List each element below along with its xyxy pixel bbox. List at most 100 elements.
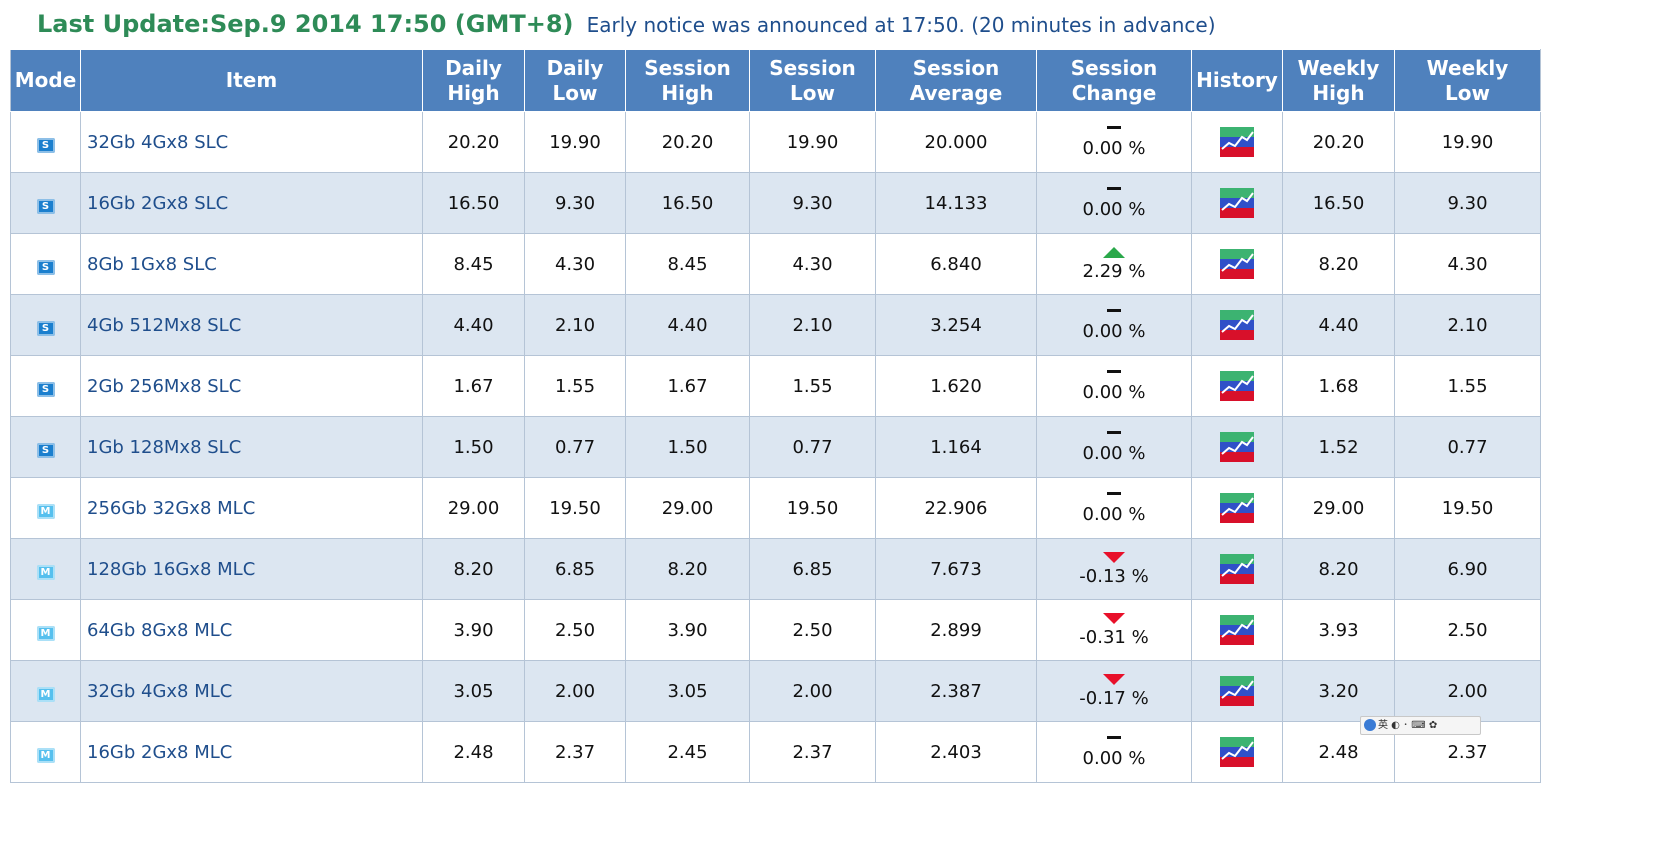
weekly-low-cell: 1.55	[1394, 355, 1541, 417]
daily-high-cell: 1.67	[422, 355, 525, 417]
history-chart-icon[interactable]	[1220, 554, 1254, 584]
daily-high-cell: 8.20	[422, 538, 525, 600]
daily-high-cell: 29.00	[422, 477, 525, 539]
session-change-value: 0.00 %	[1082, 198, 1146, 220]
weekly-high-cell: 8.20	[1282, 538, 1395, 600]
history-chart-icon[interactable]	[1220, 676, 1254, 706]
daily-high-cell: 3.05	[422, 660, 525, 722]
session-change-cell: 0.00 %	[1036, 294, 1192, 356]
mode-mlc-icon: M	[36, 564, 55, 580]
mode-slc-icon: S	[36, 198, 55, 214]
item-link[interactable]: 16Gb 2Gx8 SLC	[80, 172, 423, 234]
session-high-cell: 8.20	[625, 538, 750, 600]
session-change-value: 2.29 %	[1082, 260, 1146, 282]
table-row: S 1Gb 128Mx8 SLC 1.50 0.77 1.50 0.77 1.164 0.00…	[10, 416, 1541, 478]
session-average-cell: 14.133	[875, 172, 1037, 234]
history-cell	[1191, 172, 1283, 234]
arrow-up-icon	[1103, 246, 1125, 258]
history-chart-icon[interactable]	[1220, 493, 1254, 523]
history-cell	[1191, 355, 1283, 417]
session-change-value: 0.00 %	[1082, 747, 1146, 769]
history-chart-icon[interactable]	[1220, 371, 1254, 401]
history-chart-icon[interactable]	[1220, 737, 1254, 767]
session-average-cell: 20.000	[875, 111, 1037, 173]
item-link[interactable]: 32Gb 4Gx8 SLC	[80, 111, 423, 173]
session-change-cell: 0.00 %	[1036, 477, 1192, 539]
weekly-low-cell: 2.10	[1394, 294, 1541, 356]
history-cell	[1191, 111, 1283, 173]
arrow-down-icon	[1103, 551, 1125, 563]
session-change-cell: 2.29 %	[1036, 233, 1192, 295]
col-header-mode: Mode	[10, 49, 81, 112]
mode-cell: S	[10, 294, 81, 356]
arrow-down-icon	[1103, 612, 1125, 624]
session-low-cell: 6.85	[749, 538, 876, 600]
session-low-cell: 2.50	[749, 599, 876, 661]
item-link[interactable]: 256Gb 32Gx8 MLC	[80, 477, 423, 539]
item-link[interactable]: 2Gb 256Mx8 SLC	[80, 355, 423, 417]
session-change-cell: 0.00 %	[1036, 721, 1192, 783]
session-average-cell: 2.403	[875, 721, 1037, 783]
session-high-cell: 4.40	[625, 294, 750, 356]
history-chart-icon[interactable]	[1220, 127, 1254, 157]
item-link[interactable]: 1Gb 128Mx8 SLC	[80, 416, 423, 478]
mode-cell: M	[10, 660, 81, 722]
item-link[interactable]: 32Gb 4Gx8 MLC	[80, 660, 423, 722]
weekly-low-cell: 19.50	[1394, 477, 1541, 539]
item-link[interactable]: 4Gb 512Mx8 SLC	[80, 294, 423, 356]
history-chart-icon[interactable]	[1220, 249, 1254, 279]
no-change-icon	[1107, 369, 1121, 373]
item-link[interactable]: 16Gb 2Gx8 MLC	[80, 721, 423, 783]
col-header-history: History	[1191, 49, 1283, 112]
history-cell	[1191, 233, 1283, 295]
item-link[interactable]: 128Gb 16Gx8 MLC	[80, 538, 423, 600]
ime-toolbar[interactable]: 英 ◐ ･ ⌨ ✿	[1360, 716, 1481, 735]
item-link[interactable]: 8Gb 1Gx8 SLC	[80, 233, 423, 295]
weekly-low-cell: 4.30	[1394, 233, 1541, 295]
session-change-cell: -0.31 %	[1036, 599, 1192, 661]
session-average-cell: 3.254	[875, 294, 1037, 356]
price-table: Mode Item Daily High Daily Low Session High…	[10, 49, 1541, 783]
history-chart-icon[interactable]	[1220, 188, 1254, 218]
no-change-icon	[1107, 186, 1121, 190]
daily-high-cell: 2.48	[422, 721, 525, 783]
weekly-high-cell: 20.20	[1282, 111, 1395, 173]
table-row: M 128Gb 16Gx8 MLC 8.20 6.85 8.20 6.85 7.673 -0.…	[10, 538, 1541, 600]
ime-toolbar-label: 英 ◐ ･ ⌨ ✿	[1378, 720, 1438, 731]
mode-slc-icon: S	[36, 137, 55, 153]
weekly-low-cell: 6.90	[1394, 538, 1541, 600]
session-high-cell: 29.00	[625, 477, 750, 539]
daily-low-cell: 0.77	[524, 416, 626, 478]
session-change-value: -0.13 %	[1079, 565, 1149, 587]
table-row: S 2Gb 256Mx8 SLC 1.67 1.55 1.67 1.55 1.620 0.00…	[10, 355, 1541, 417]
mode-slc-icon: S	[36, 259, 55, 275]
daily-low-cell: 19.50	[524, 477, 626, 539]
early-notice-text: Early notice was announced at 17:50. (20…	[586, 13, 1216, 37]
table-row: M 256Gb 32Gx8 MLC 29.00 19.50 29.00 19.50 22.9…	[10, 477, 1541, 539]
mode-cell: M	[10, 538, 81, 600]
session-change-cell: -0.17 %	[1036, 660, 1192, 722]
session-change-value: -0.17 %	[1079, 687, 1149, 709]
history-chart-icon[interactable]	[1220, 615, 1254, 645]
mode-slc-icon: S	[36, 320, 55, 336]
history-cell	[1191, 416, 1283, 478]
daily-low-cell: 1.55	[524, 355, 626, 417]
daily-low-cell: 6.85	[524, 538, 626, 600]
mode-slc-icon: S	[36, 442, 55, 458]
mode-mlc-icon: M	[36, 625, 55, 641]
history-chart-icon[interactable]	[1220, 310, 1254, 340]
weekly-high-cell: 1.68	[1282, 355, 1395, 417]
mode-cell: M	[10, 721, 81, 783]
col-header-item: Item	[80, 49, 423, 112]
session-low-cell: 19.90	[749, 111, 876, 173]
daily-high-cell: 16.50	[422, 172, 525, 234]
session-high-cell: 3.05	[625, 660, 750, 722]
daily-low-cell: 2.37	[524, 721, 626, 783]
mode-cell: M	[10, 477, 81, 539]
mode-cell: S	[10, 111, 81, 173]
session-high-cell: 16.50	[625, 172, 750, 234]
history-chart-icon[interactable]	[1220, 432, 1254, 462]
ime-logo-icon	[1364, 719, 1376, 731]
session-change-value: 0.00 %	[1082, 442, 1146, 464]
item-link[interactable]: 64Gb 8Gx8 MLC	[80, 599, 423, 661]
